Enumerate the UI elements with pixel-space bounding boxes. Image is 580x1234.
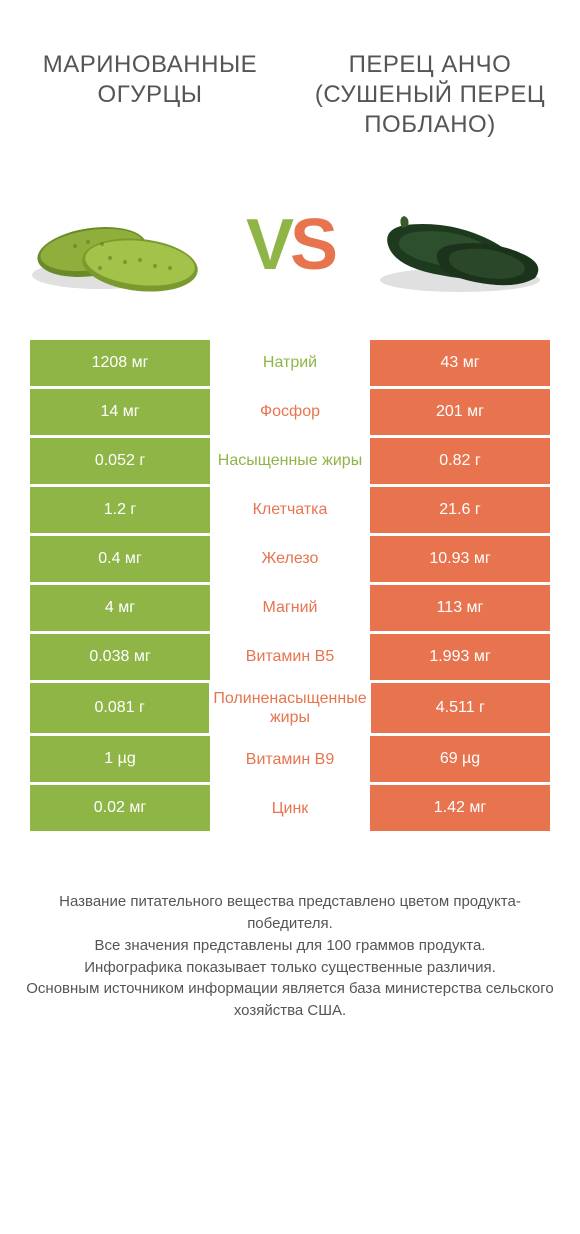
footer-line: Название питательного вещества представл… [20,891,560,935]
footer-line: Основным источником информации является … [20,978,560,1022]
left-value: 0.081 г [30,683,209,733]
left-value: 1208 мг [30,340,210,386]
nutrient-label: Железо [210,536,370,582]
right-value: 1.993 мг [370,634,550,680]
table-row: 0.038 мгВитамин B51.993 мг [30,631,550,680]
left-value: 14 мг [30,389,210,435]
left-product-title: МАРИНОВАННЫЕ ОГУРЦЫ [30,50,270,140]
table-row: 14 мгФосфор201 мг [30,386,550,435]
right-value: 10.93 мг [370,536,550,582]
nutrient-label: Витамин B5 [210,634,370,680]
right-value: 113 мг [370,585,550,631]
vs-label: VS [246,209,334,281]
table-row: 0.052 гНасыщенные жиры0.82 г [30,435,550,484]
footer-line: Все значения представлены для 100 граммо… [20,935,560,957]
left-value: 1 µg [30,736,210,782]
pickles-image [30,180,230,310]
table-row: 0.02 мгЦинк1.42 мг [30,782,550,831]
nutrient-label: Магний [210,585,370,631]
table-row: 0.4 мгЖелезо10.93 мг [30,533,550,582]
nutrient-label: Цинк [210,785,370,831]
right-value: 0.82 г [370,438,550,484]
footer-line: Инфографика показывает только существенн… [20,957,560,979]
right-value: 43 мг [370,340,550,386]
table-row: 4 мгМагний113 мг [30,582,550,631]
nutrient-label: Полиненасыщенные жиры [209,683,370,733]
right-value: 201 мг [370,389,550,435]
nutrient-label: Фосфор [210,389,370,435]
left-value: 0.052 г [30,438,210,484]
header: МАРИНОВАННЫЕ ОГУРЦЫ ПЕРЕЦ АНЧО (СУШЕНЫЙ … [0,0,580,150]
right-product-title: ПЕРЕЦ АНЧО (СУШЕНЫЙ ПЕРЕЦ ПОБЛАНО) [310,50,550,140]
nutrient-label: Клетчатка [210,487,370,533]
footer-notes: Название питательного вещества представл… [0,831,580,1022]
nutrient-label: Витамин B9 [210,736,370,782]
vs-s: S [290,209,334,281]
poblano-image [350,180,550,310]
right-value: 69 µg [370,736,550,782]
left-value: 0.02 мг [30,785,210,831]
table-row: 0.081 гПолиненасыщенные жиры4.511 г [30,680,550,733]
images-row: VS [0,150,580,340]
table-row: 1.2 гКлетчатка21.6 г [30,484,550,533]
comparison-table: 1208 мгНатрий43 мг14 мгФосфор201 мг0.052… [0,340,580,831]
table-row: 1208 мгНатрий43 мг [30,340,550,386]
table-row: 1 µgВитамин B969 µg [30,733,550,782]
nutrient-label: Натрий [210,340,370,386]
left-value: 0.038 мг [30,634,210,680]
right-value: 21.6 г [370,487,550,533]
left-value: 1.2 г [30,487,210,533]
right-value: 4.511 г [371,683,550,733]
nutrient-label: Насыщенные жиры [210,438,370,484]
right-value: 1.42 мг [370,785,550,831]
left-value: 0.4 мг [30,536,210,582]
left-value: 4 мг [30,585,210,631]
vs-v: V [246,209,290,281]
